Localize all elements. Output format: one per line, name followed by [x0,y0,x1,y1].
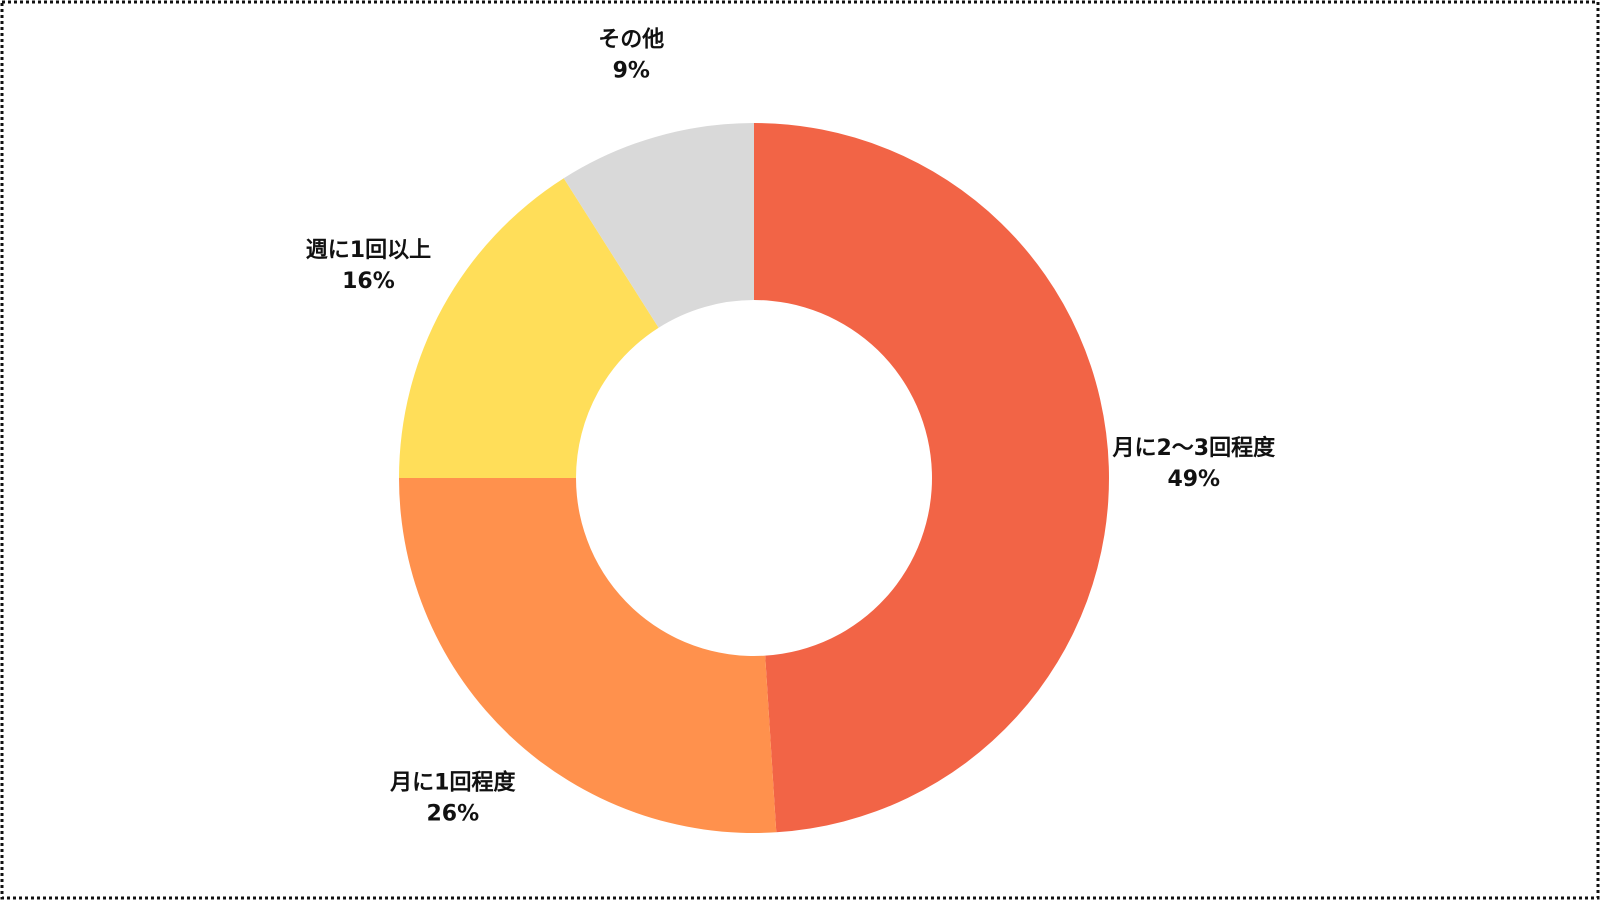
slice-value-label: 9% [613,58,650,83]
donut-slice [563,122,754,328]
slice-value-label: 49% [1167,467,1220,492]
slice-category-label: 月に1回程度 [389,770,516,796]
slice-value-label: 16% [342,269,395,294]
donut-slice [399,178,659,478]
donut-slice [399,478,777,833]
slice-category-label: 週に1回以上 [306,238,431,263]
slice-value-label: 26% [426,802,479,827]
slice-category-label: その他 [598,27,664,52]
slice-category-label: 月に2〜3回程度 [1111,435,1276,461]
donut-slice [754,123,1109,833]
